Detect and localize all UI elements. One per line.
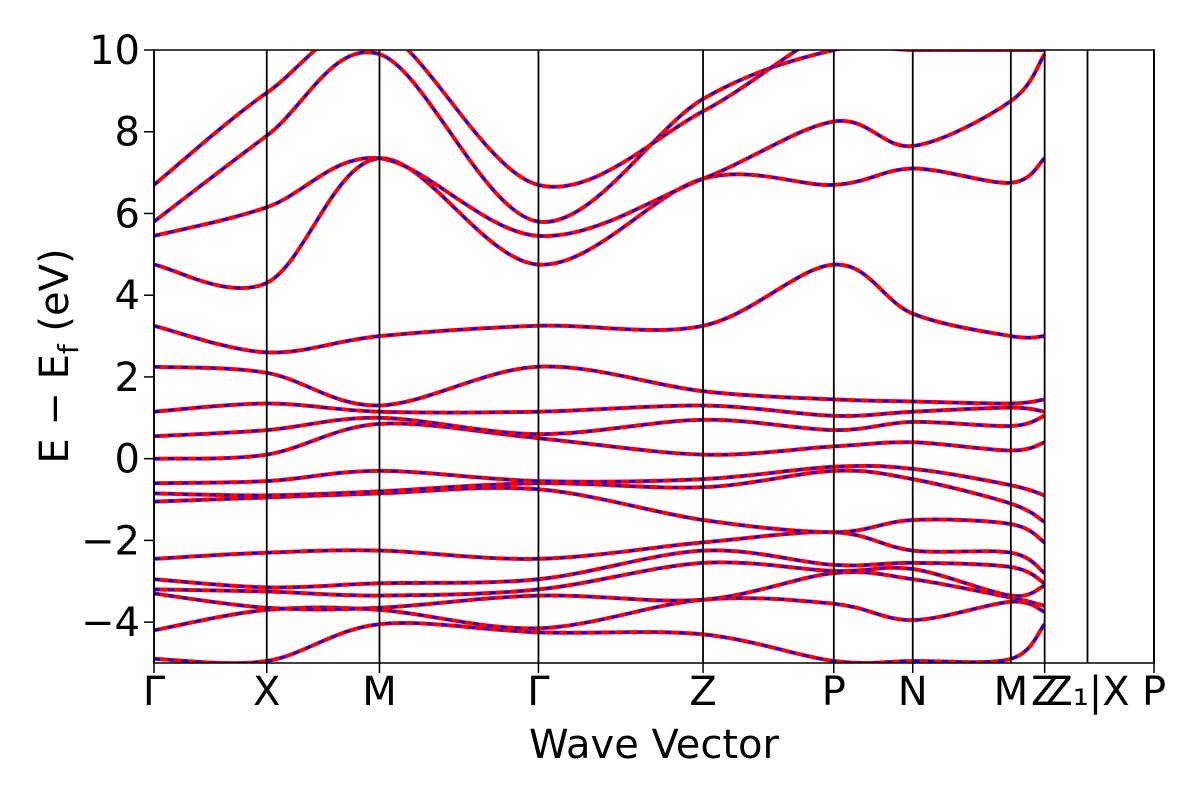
band-line-dashed-10 (154, 414, 1046, 438)
band-line-dashed-14 (154, 157, 1046, 290)
x-axis-ticks: Γ X M Γ Z P N Z P Z₁|X M (143, 663, 1166, 715)
x-tick-overlap-label-1: M (994, 669, 1029, 715)
y-tick-label-6: 8 (115, 110, 140, 156)
band-line-0 (154, 621, 1047, 663)
y-tick-label-3: 2 (115, 355, 140, 401)
y-tick-label-2: 0 (115, 437, 140, 483)
y-tick-label-4: 4 (115, 273, 140, 319)
band-line-dashed-9 (154, 422, 1045, 460)
y-axis-ticks: −4 −2 0 2 4 6 8 10 (81, 28, 154, 646)
x-tick-label-5: P (822, 669, 846, 715)
band-line-15 (154, 52, 1047, 238)
band-line-dashed-11 (154, 402, 1045, 418)
band-line-dashed-2 (154, 570, 1045, 611)
y-axis-title-subscript: f (52, 343, 85, 354)
band-line-dashed-12 (154, 365, 1045, 407)
band-line-dashed-3 (154, 561, 1046, 598)
band-line-dashed-7 (154, 469, 1046, 524)
band-line-dashed-8 (154, 464, 1045, 497)
y-tick-label-1: −2 (81, 518, 140, 564)
x-tick-label-0: Γ (143, 669, 166, 715)
x-tick-label-6: N (898, 669, 928, 715)
x-axis-title: Wave Vector (529, 722, 780, 768)
y-axis-title-main: E − E (32, 354, 78, 464)
x-tick-label-3: Γ (527, 669, 550, 715)
y-axis-title-unit: (eV) (32, 248, 78, 344)
x-tick-label-2: M (362, 669, 397, 715)
plot-frame (153, 49, 1155, 664)
x-tick-label-8: P (1142, 669, 1166, 715)
band-line-dashed-17 (154, 50, 800, 188)
y-tick-label-0: −4 (81, 600, 140, 646)
band-line-12 (154, 364, 1045, 408)
x-tick-label-4: Z (689, 669, 716, 715)
band-line-1 (154, 596, 1046, 633)
x-tick-overlap-label-0: Z₁|X (1045, 669, 1129, 715)
x-tick-label-1: X (253, 669, 280, 715)
band-line-17 (154, 50, 801, 189)
band-line-11 (154, 401, 1045, 418)
band-line-dashed-5 (154, 530, 1046, 575)
band-line-10 (154, 413, 1046, 439)
y-axis-title: E − Ef (eV) (32, 248, 85, 463)
band-line-13 (154, 262, 1045, 355)
y-tick-label-7: 10 (89, 28, 140, 74)
band-line-dashed-0 (154, 621, 1046, 663)
bands-layer (154, 50, 1047, 663)
band-line-dashed-4 (154, 549, 1046, 589)
band-line-dashed-13 (154, 263, 1045, 354)
y-tick-label-5: 6 (115, 191, 140, 237)
band-line-dashed-1 (154, 596, 1046, 632)
band-line-dashed-15 (154, 53, 1046, 238)
x-tick-label-7: Z (1031, 669, 1058, 715)
